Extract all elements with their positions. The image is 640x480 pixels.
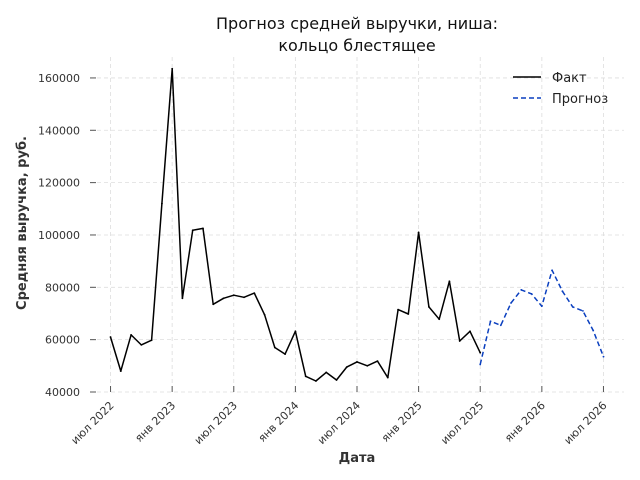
- data-point-fact: [119, 370, 122, 372]
- data-point-forecast: [582, 310, 584, 312]
- data-point-fact: [386, 376, 389, 379]
- data-point-fact: [263, 313, 266, 316]
- data-point-fact: [479, 351, 482, 354]
- y-tick-label: 140000: [38, 124, 80, 137]
- x-tick-label: янв 2025: [379, 399, 425, 445]
- data-point-forecast: [489, 320, 492, 323]
- data-point-fact: [222, 297, 225, 300]
- data-point-fact: [284, 353, 286, 355]
- data-point-fact: [469, 330, 471, 333]
- data-point-fact: [304, 375, 307, 378]
- data-point-forecast: [540, 305, 543, 308]
- grid: [90, 57, 624, 393]
- data-point-fact: [243, 296, 245, 299]
- data-point-forecast: [551, 269, 553, 272]
- data-point-fact: [345, 366, 348, 368]
- chart-title-line-1: Прогноз средней выручки, ниша:: [216, 14, 498, 33]
- legend: Факт Прогноз: [513, 71, 608, 107]
- data-point-fact: [171, 67, 174, 70]
- data-point-fact: [428, 306, 430, 308]
- data-point-fact: [407, 313, 410, 315]
- x-axis-label: Дата: [339, 451, 376, 466]
- data-point-forecast: [510, 302, 512, 304]
- data-point-forecast: [520, 289, 523, 291]
- y-tick-label: 60000: [45, 334, 80, 347]
- data-point-fact: [181, 297, 184, 300]
- data-point-forecast: [602, 355, 605, 358]
- data-point-fact: [161, 202, 163, 205]
- data-point-fact: [325, 371, 328, 374]
- y-tick-label: 80000: [45, 281, 80, 294]
- data-point-fact: [376, 360, 379, 362]
- data-point-fact: [417, 231, 420, 234]
- data-point-forecast: [479, 363, 482, 366]
- data-point-forecast: [592, 329, 595, 332]
- x-tick-label: янв 2026: [502, 399, 548, 445]
- data-point-fact: [109, 336, 112, 338]
- x-tick-label: июл 2023: [192, 399, 240, 447]
- data-point-fact: [191, 229, 194, 232]
- data-point-forecast: [530, 293, 533, 295]
- y-tick-label: 160000: [38, 72, 80, 85]
- axis-ticks: 40000 60000 80000 100000 120000 140000 160000 и…: [38, 72, 610, 447]
- data-point-forecast: [499, 324, 502, 327]
- y-tick-label: 100000: [38, 229, 80, 242]
- x-tick-label: июл 2022: [69, 399, 117, 447]
- data-point-fact: [294, 330, 297, 333]
- chart-title-line-2: кольцо блестящее: [278, 36, 435, 55]
- x-tick-label: янв 2024: [256, 399, 302, 445]
- x-tick-label: июл 2026: [562, 399, 610, 447]
- data-point-fact: [202, 227, 204, 230]
- data-point-fact: [335, 379, 338, 381]
- x-tick-label: янв 2023: [132, 399, 178, 445]
- data-point-forecast: [561, 290, 564, 293]
- data-point-fact: [212, 303, 215, 306]
- y-tick-label: 40000: [45, 386, 80, 399]
- data-point-fact: [448, 280, 451, 283]
- data-point-fact: [397, 308, 399, 311]
- y-axis-label: Средняя выручка, руб.: [15, 136, 30, 310]
- legend-label-fact: Факт: [552, 71, 587, 86]
- legend-label-forecast: Прогноз: [552, 92, 608, 107]
- data-point-fact: [232, 294, 235, 297]
- data-point-fact: [150, 339, 153, 342]
- data-point-fact: [253, 292, 256, 294]
- x-tick-label: июл 2024: [315, 399, 363, 447]
- data-point-fact: [356, 361, 358, 363]
- data-point-fact: [438, 318, 441, 321]
- data-point-fact: [315, 380, 317, 382]
- series-lines: [109, 67, 605, 382]
- data-point-fact: [273, 346, 276, 349]
- data-point-fact: [458, 340, 461, 342]
- data-point-fact: [366, 364, 369, 367]
- data-point-forecast: [571, 306, 574, 308]
- x-tick-label: июл 2025: [438, 399, 486, 447]
- y-tick-label: 120000: [38, 177, 80, 190]
- data-point-fact: [130, 334, 133, 336]
- data-point-fact: [140, 344, 143, 346]
